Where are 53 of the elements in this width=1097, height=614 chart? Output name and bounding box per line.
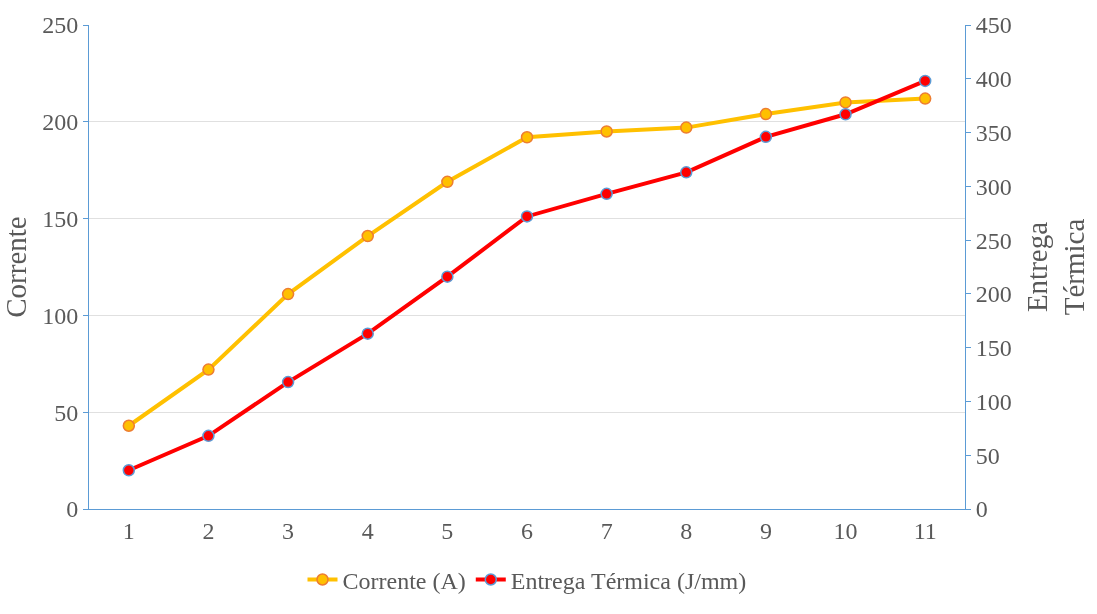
point <box>600 187 613 201</box>
x-tick-label: 3 <box>282 517 295 544</box>
y-axis-title: Corrente <box>0 216 32 318</box>
x-tick-label: 6 <box>521 517 533 544</box>
x-tick-label: 1 <box>122 517 135 544</box>
y2-tick-label: 0 <box>975 496 988 523</box>
point <box>520 210 534 223</box>
y2-tick-label: 350 <box>975 119 1012 146</box>
point <box>122 419 136 432</box>
y2-tick-label: 50 <box>975 442 1000 469</box>
point <box>839 96 852 109</box>
point <box>680 166 693 179</box>
y2-tick-label: 450 <box>975 12 1012 39</box>
y-tick-label: 100 <box>42 302 79 329</box>
y2-tick-label: 300 <box>975 173 1012 200</box>
point <box>202 429 215 443</box>
point <box>918 74 932 88</box>
point <box>361 229 374 243</box>
x-tick-label: 8 <box>680 517 693 544</box>
point <box>759 130 773 144</box>
x-tick-label: 5 <box>441 517 454 544</box>
y2-axis-title: Entrega Térmica <box>1020 218 1091 316</box>
y2-tick-label: 100 <box>975 388 1012 415</box>
y2-tick-label: 250 <box>975 227 1012 254</box>
y-tick-label: 150 <box>42 206 79 232</box>
y2-tick-label: 400 <box>975 66 1012 93</box>
point <box>202 363 215 376</box>
x-tick-label: 10 <box>833 517 858 544</box>
y2-tick-label: 150 <box>975 335 1012 362</box>
x-tick-label: 9 <box>759 517 772 544</box>
point <box>281 375 295 389</box>
y2-tick-label: 200 <box>975 281 1012 308</box>
point <box>600 125 613 138</box>
legend-label: Entrega Térmica (J/mm) <box>510 567 747 594</box>
point <box>441 175 454 189</box>
point <box>680 121 693 134</box>
x-tick-label: 7 <box>600 517 613 544</box>
point <box>520 131 534 144</box>
point <box>122 464 136 477</box>
x-tick-label: 2 <box>202 517 215 544</box>
x-tick-label: 4 <box>361 517 374 544</box>
point <box>361 327 374 340</box>
point <box>839 108 852 121</box>
y-tick-label: 0 <box>66 496 79 523</box>
y-tick-label: 200 <box>42 109 79 136</box>
point <box>918 92 932 105</box>
point <box>759 107 773 121</box>
x-tick-label: 11 <box>913 517 937 544</box>
point <box>281 287 295 301</box>
y-tick-label: 250 <box>42 12 79 39</box>
legend-label: Corrente (A) <box>342 567 466 594</box>
point <box>441 270 454 283</box>
y-tick-label: 50 <box>54 399 79 426</box>
